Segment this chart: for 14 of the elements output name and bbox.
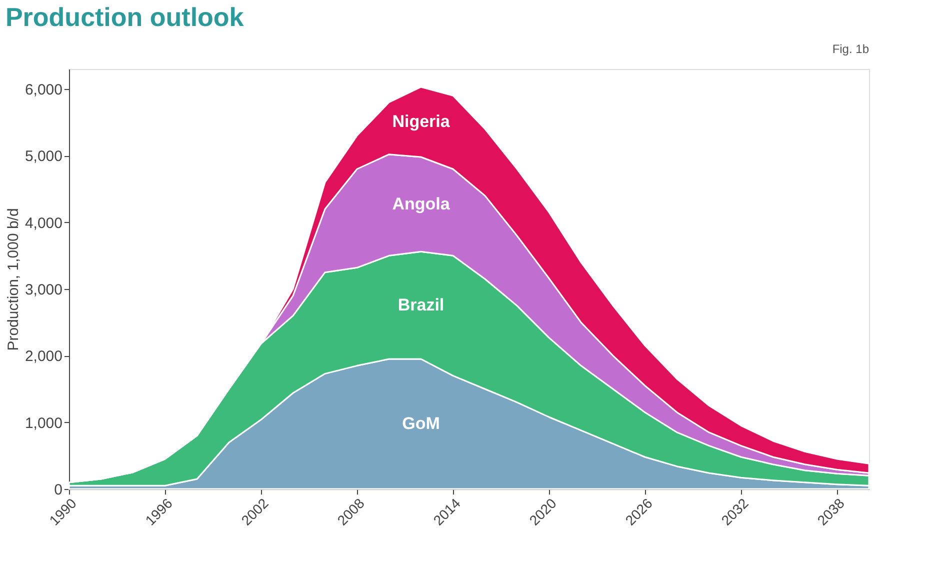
series-label: Angola — [392, 194, 450, 214]
series-label: Nigeria — [392, 112, 450, 131]
y-tick-label: 1,000 — [24, 414, 62, 432]
y-tick-label: 5,000 — [24, 148, 62, 166]
y-tick-label: 0 — [54, 482, 62, 498]
y-tick-label: 4,000 — [24, 214, 62, 232]
series-label: Brazil — [398, 295, 444, 314]
y-axis-title: Production, 1,000 b/d — [4, 208, 22, 351]
y-tick-label: 2,000 — [24, 348, 62, 366]
y-tick-label: 3,000 — [24, 282, 62, 298]
caption: Fig. 1b — [832, 42, 870, 56]
y-tick-label: 6,000 — [24, 82, 62, 98]
chart-title: Production outlook — [5, 2, 244, 32]
series-label: GoM — [402, 414, 440, 433]
